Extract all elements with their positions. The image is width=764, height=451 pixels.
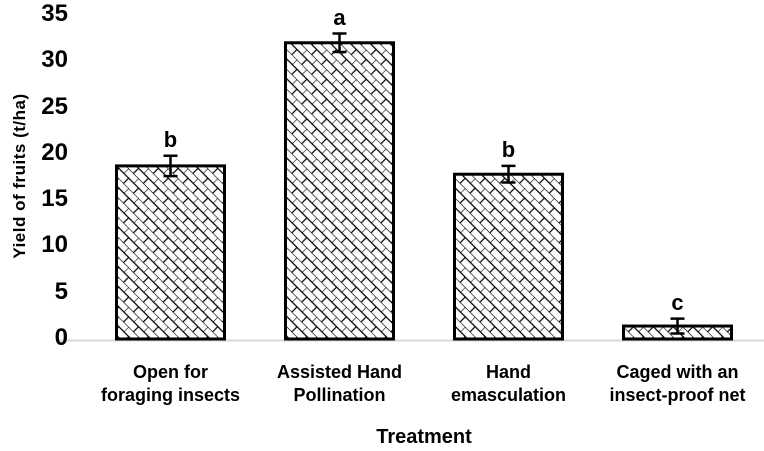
category-label-line: Hand [486, 362, 531, 382]
category-label-line: Pollination [293, 385, 386, 405]
significance-letter-3: c [671, 289, 684, 315]
error-bar-3 [670, 317, 685, 335]
y-tick-label-7: 35 [41, 0, 68, 28]
y-tick-label-3: 15 [41, 185, 68, 213]
x-axis-title: Treatment [376, 426, 472, 448]
error-bar-2 [501, 164, 516, 184]
category-label-line: Caged with an [616, 362, 739, 382]
bar-1 [284, 41, 395, 341]
category-label-3: Caged with an insect-proof net [587, 361, 764, 407]
error-bar-0 [163, 154, 178, 178]
category-label-line: Open for [133, 362, 208, 382]
y-tick-label-6: 30 [41, 46, 68, 74]
bar-2 [453, 172, 564, 341]
y-tick-label-1: 5 [54, 277, 68, 305]
y-tick-label-0: 0 [54, 324, 68, 352]
category-label-2: Hand emasculation [418, 361, 600, 407]
category-label-line: emasculation [450, 385, 567, 405]
bar-0 [115, 164, 226, 341]
significance-letter-2: b [501, 136, 516, 162]
y-tick-label-2: 10 [41, 231, 68, 259]
category-label-0: Open for foraging insects [80, 361, 262, 407]
error-bar-1 [332, 32, 347, 54]
y-tick-label-5: 25 [41, 92, 68, 120]
significance-letter-1: a [333, 4, 346, 30]
category-label-line: Assisted Hand [276, 362, 403, 382]
category-label-1: Assisted Hand Pollination [249, 361, 431, 407]
category-label-line: insect-proof net [609, 385, 746, 405]
significance-letter-0: b [163, 126, 178, 152]
y-tick-label-4: 20 [41, 138, 68, 166]
category-label-line: foraging insects [100, 385, 241, 405]
